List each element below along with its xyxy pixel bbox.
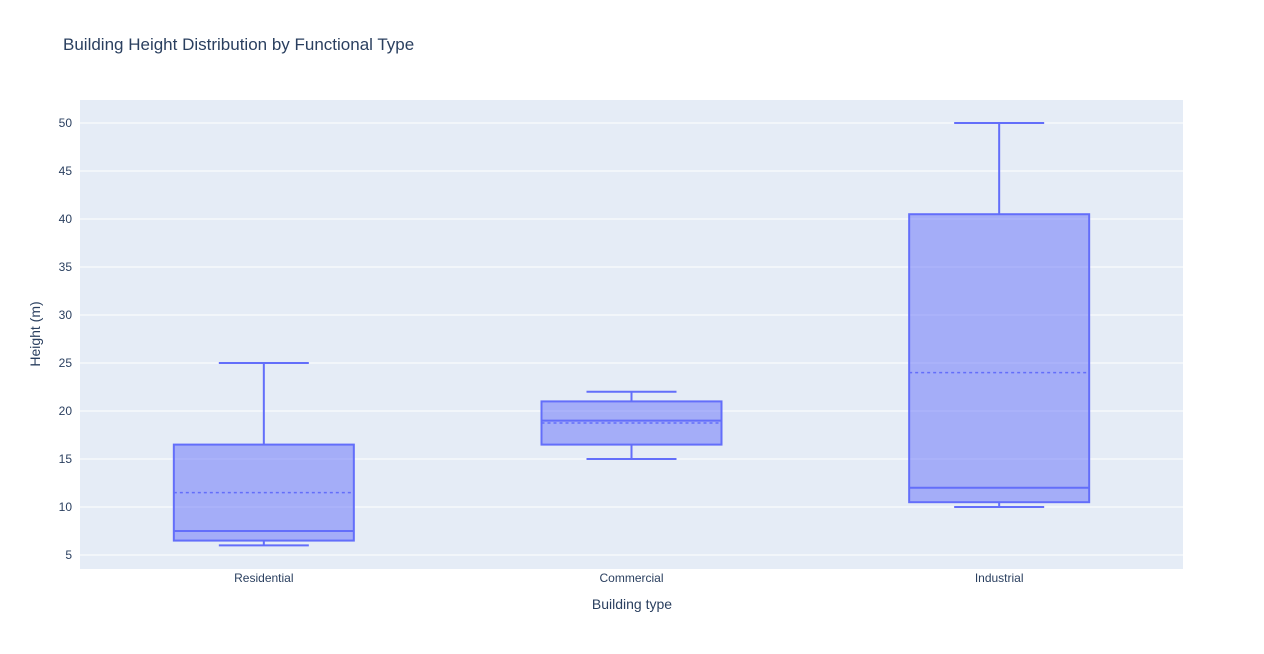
y-tick-label: 50 xyxy=(59,116,73,130)
x-tick-label: Industrial xyxy=(975,571,1024,585)
y-tick-label: 30 xyxy=(59,308,73,322)
y-tick-label: 45 xyxy=(59,164,73,178)
y-tick-label: 40 xyxy=(59,212,73,226)
y-tick-label: 35 xyxy=(59,260,73,274)
box-iqr xyxy=(908,213,1091,504)
y-tick-label: 20 xyxy=(59,404,73,418)
y-tick-labels: 5 10 15 20 25 30 35 40 45 50 xyxy=(59,116,73,562)
x-axis-title: Building type xyxy=(592,596,672,612)
box-industrial xyxy=(908,122,1091,508)
y-tick-label: 10 xyxy=(59,500,73,514)
boxes xyxy=(172,122,1091,547)
y-tick-label: 5 xyxy=(65,548,72,562)
x-tick-labels: Residential Commercial Industrial xyxy=(234,571,1023,585)
y-tick-label: 25 xyxy=(59,356,73,370)
x-tick-label: Commercial xyxy=(599,571,663,585)
y-axis-title: Height (m) xyxy=(27,301,43,366)
y-tick-label: 15 xyxy=(59,452,73,466)
box-commercial xyxy=(540,390,723,460)
box-residential xyxy=(172,362,355,547)
chart-title: Building Height Distribution by Function… xyxy=(63,35,414,54)
x-tick-label: Residential xyxy=(234,571,293,585)
